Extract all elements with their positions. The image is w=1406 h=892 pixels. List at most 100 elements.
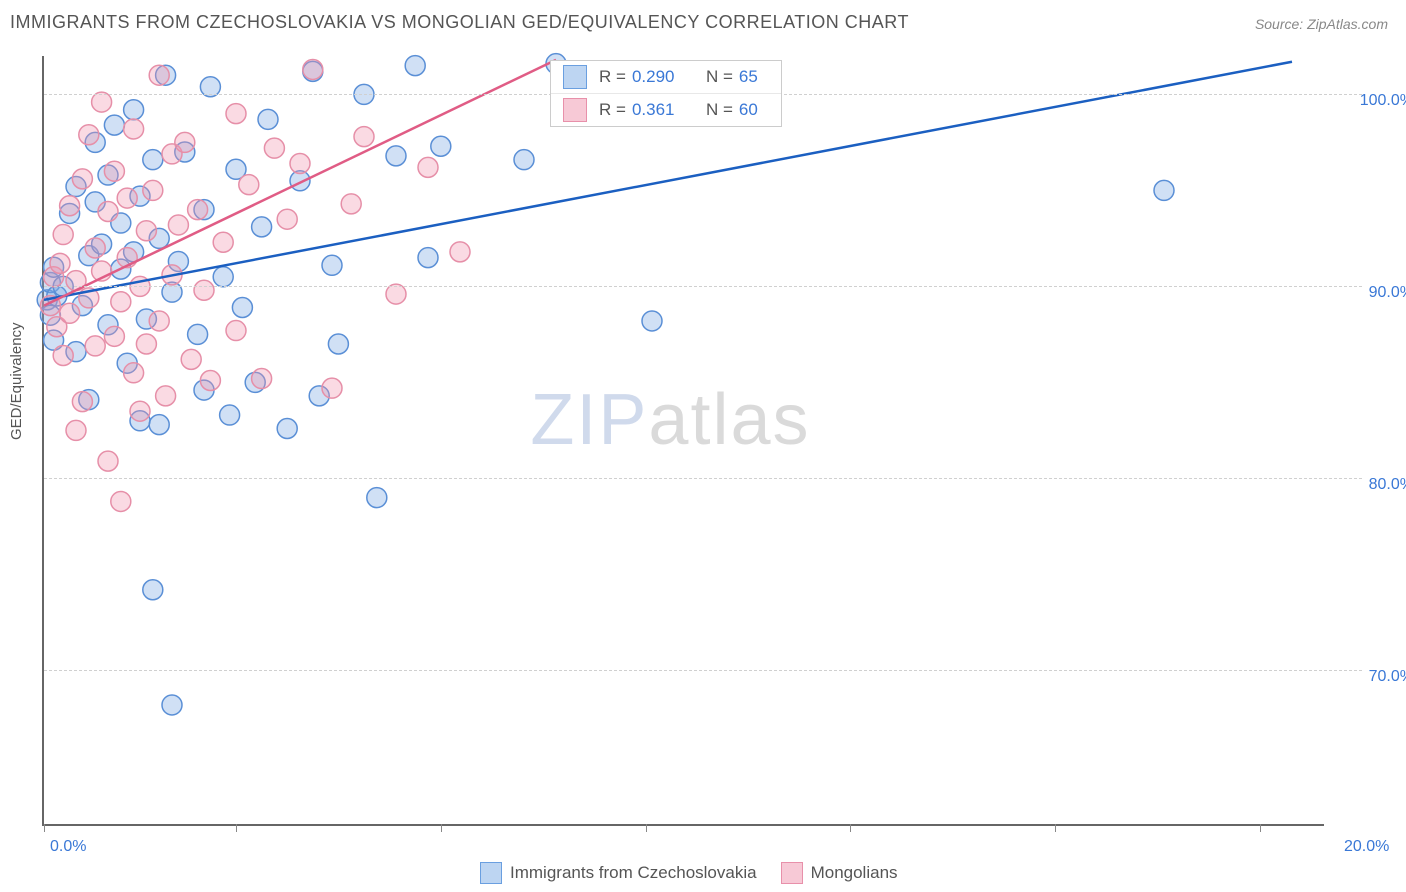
scatter-svg [44, 56, 1324, 824]
data-point-mongolian [418, 157, 438, 177]
source-attribution: Source: ZipAtlas.com [1255, 16, 1388, 32]
data-point-mongolian [168, 215, 188, 235]
data-point-mongolian [354, 127, 374, 147]
data-point-mongolian [111, 292, 131, 312]
data-point-mongolian [341, 194, 361, 214]
data-point-mongolian [136, 334, 156, 354]
gridline-h [44, 478, 1362, 479]
data-point-mongolian [53, 346, 73, 366]
x-tick [1260, 824, 1261, 832]
data-point-mongolian [136, 221, 156, 241]
data-point-mongolian [252, 369, 272, 389]
stats-n-label-2: N = [706, 100, 733, 120]
data-point-czech [258, 109, 278, 129]
y-axis-label: GED/Equivalency [8, 322, 25, 440]
data-point-mongolian [226, 321, 246, 341]
source-prefix: Source: [1255, 16, 1307, 32]
data-point-mongolian [181, 349, 201, 369]
chart-title: IMMIGRANTS FROM CZECHOSLOVAKIA VS MONGOL… [10, 12, 909, 33]
y-tick-label: 90.0% [1354, 284, 1406, 302]
data-point-czech [418, 248, 438, 268]
data-point-czech [149, 415, 169, 435]
legend-label-mongolian: Mongolians [811, 863, 898, 883]
data-point-mongolian [303, 59, 323, 79]
data-point-czech [232, 298, 252, 318]
data-point-mongolian [50, 253, 70, 273]
data-point-mongolian [53, 225, 73, 245]
data-point-mongolian [85, 336, 105, 356]
data-point-mongolian [60, 303, 80, 323]
data-point-mongolian [213, 232, 233, 252]
legend-item-czech: Immigrants from Czechoslovakia [480, 862, 757, 884]
data-point-mongolian [66, 420, 86, 440]
data-point-mongolian [143, 180, 163, 200]
plot-area: ZIPatlas 70.0%80.0%90.0%100.0%0.0%20.0% [42, 56, 1324, 826]
data-point-czech [322, 255, 342, 275]
data-point-czech [188, 324, 208, 344]
stats-row-mongolian: R = 0.361 N = 60 [551, 93, 781, 126]
data-point-mongolian [98, 202, 118, 222]
data-point-czech [1154, 180, 1174, 200]
data-point-czech [124, 100, 144, 120]
x-tick [236, 824, 237, 832]
data-point-czech [143, 150, 163, 170]
data-point-czech [328, 334, 348, 354]
stats-n-label: N = [706, 67, 733, 87]
data-point-mongolian [188, 200, 208, 220]
data-point-mongolian [450, 242, 470, 262]
x-tick-label-min: 0.0% [50, 838, 86, 856]
y-tick-label: 80.0% [1354, 476, 1406, 494]
stats-n-value-czech: 65 [739, 67, 769, 87]
data-point-mongolian [156, 386, 176, 406]
data-point-mongolian [111, 491, 131, 511]
data-point-czech [143, 580, 163, 600]
stats-r-label: R = [599, 67, 626, 87]
data-point-czech [642, 311, 662, 331]
legend-swatch-czech [480, 862, 502, 884]
stats-row-czech: R = 0.290 N = 65 [551, 61, 781, 93]
data-point-mongolian [104, 326, 124, 346]
data-point-czech [213, 267, 233, 287]
data-point-czech [220, 405, 240, 425]
y-tick-label: 100.0% [1354, 92, 1406, 110]
stats-r-value-mongolian: 0.361 [632, 100, 690, 120]
data-point-mongolian [226, 104, 246, 124]
data-point-mongolian [72, 169, 92, 189]
x-tick-label-max: 20.0% [1344, 838, 1389, 856]
gridline-h [44, 670, 1362, 671]
stats-r-value-czech: 0.290 [632, 67, 690, 87]
data-point-mongolian [149, 311, 169, 331]
data-point-mongolian [290, 154, 310, 174]
bottom-legend: Immigrants from Czechoslovakia Mongolian… [480, 862, 898, 884]
data-point-mongolian [60, 196, 80, 216]
stats-r-label-2: R = [599, 100, 626, 120]
data-point-mongolian [85, 238, 105, 258]
data-point-mongolian [149, 65, 169, 85]
data-point-mongolian [104, 161, 124, 181]
stats-swatch-czech [563, 65, 587, 89]
data-point-czech [252, 217, 272, 237]
data-point-mongolian [277, 209, 297, 229]
x-tick [44, 824, 45, 832]
data-point-mongolian [194, 280, 214, 300]
data-point-mongolian [322, 378, 342, 398]
data-point-czech [386, 146, 406, 166]
legend-label-czech: Immigrants from Czechoslovakia [510, 863, 757, 883]
legend-swatch-mongolian [781, 862, 803, 884]
trend-line-mongolian [44, 60, 556, 306]
data-point-mongolian [239, 175, 259, 195]
data-point-czech [162, 695, 182, 715]
x-tick [646, 824, 647, 832]
data-point-mongolian [72, 392, 92, 412]
stats-swatch-mongolian [563, 98, 587, 122]
stats-n-value-mongolian: 60 [739, 100, 769, 120]
data-point-mongolian [175, 132, 195, 152]
data-point-czech [405, 56, 425, 76]
source-name: ZipAtlas.com [1307, 16, 1388, 32]
legend-item-mongolian: Mongolians [781, 862, 898, 884]
data-point-czech [367, 488, 387, 508]
data-point-czech [431, 136, 451, 156]
data-point-mongolian [117, 188, 137, 208]
data-point-mongolian [264, 138, 284, 158]
data-point-mongolian [124, 363, 144, 383]
